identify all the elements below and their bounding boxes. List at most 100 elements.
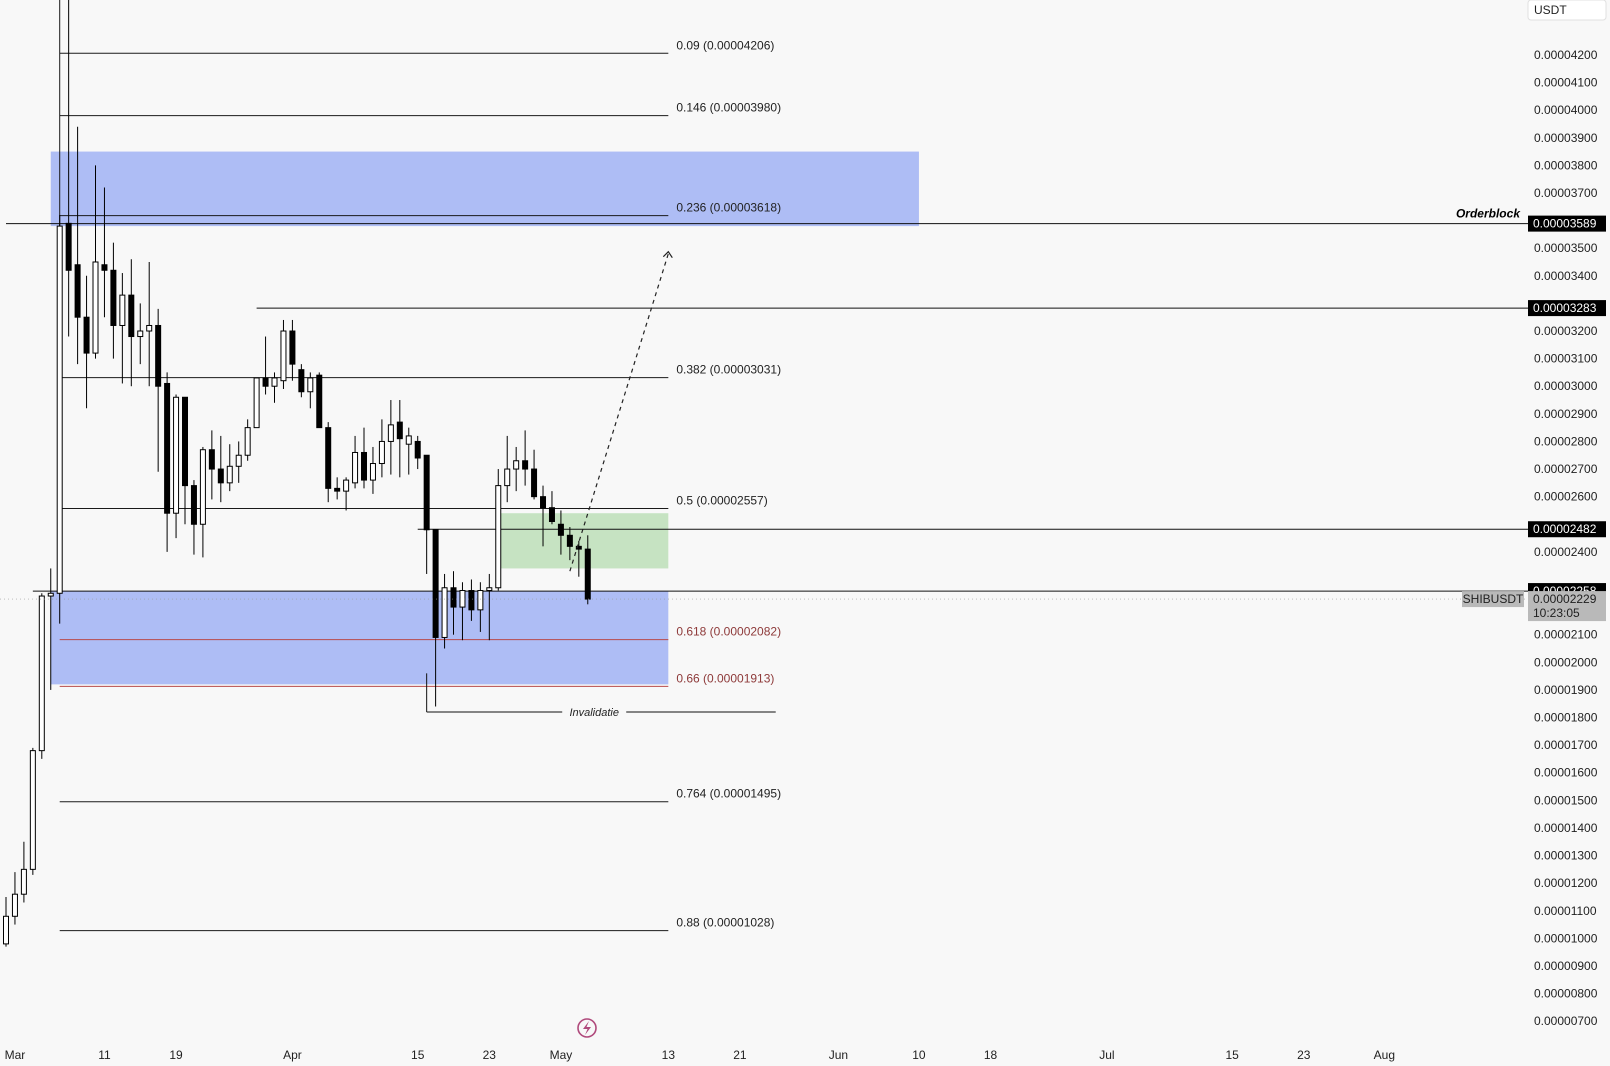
- price-tick-label: 0.00003400: [1534, 269, 1598, 283]
- candle-body: [3, 915, 9, 945]
- horizontal-lines: 0.00003589 Orderblock 0.00003283 0.00002482…: [6, 207, 1606, 600]
- candle-body: [92, 261, 99, 354]
- candle-body: [423, 454, 430, 531]
- fib-label: 0.382 (0.00003031): [676, 363, 781, 377]
- candle-body: [38, 595, 45, 752]
- price-tick-label: 0.00002900: [1534, 407, 1598, 421]
- price-tick-label: 0.00003700: [1534, 186, 1598, 200]
- symbol-badge: [1462, 591, 1524, 608]
- candle-body: [334, 487, 341, 492]
- date-tick-label: 15: [411, 1048, 425, 1062]
- candle-body: [369, 463, 376, 481]
- price-tick-label: 0.00001800: [1534, 711, 1598, 725]
- price-tick-label: 0.00003000: [1534, 379, 1598, 393]
- date-tick-label: 18: [984, 1048, 998, 1062]
- candle-body: [548, 507, 555, 522]
- price-tick-label: 0.00003500: [1534, 241, 1598, 255]
- price-badge: [1528, 300, 1606, 317]
- candle-body: [253, 377, 260, 429]
- candle-body: [56, 225, 63, 594]
- candle-body: [128, 294, 135, 338]
- date-tick-label: 23: [483, 1048, 497, 1062]
- green-zone-2: [498, 513, 669, 569]
- price-tick-label: 0.00002700: [1534, 462, 1598, 476]
- price-badge-label: 0.00002482: [1533, 522, 1597, 536]
- candle-body: [557, 523, 564, 536]
- price-badge: [1528, 215, 1606, 232]
- price-tick-label: 0.00004000: [1534, 103, 1598, 117]
- candle-body: [137, 330, 144, 338]
- annotations: Invalidatie: [426, 250, 776, 720]
- price-tick-label: 0.00001700: [1534, 738, 1598, 752]
- fib-label: 0.5 (0.00002557): [676, 494, 767, 508]
- candle-body: [486, 587, 493, 592]
- price-tick-label: 0.00000900: [1534, 959, 1598, 973]
- price-tick-label: 0.00002400: [1534, 545, 1598, 559]
- date-tick-label: Mar: [5, 1048, 26, 1062]
- candle-body: [540, 496, 547, 509]
- price-tick-label: 0.00002100: [1534, 628, 1598, 642]
- candle-body: [208, 449, 215, 470]
- price-tick-label: 0.00003100: [1534, 352, 1598, 366]
- candle-body: [307, 377, 314, 393]
- fib-label: 0.146 (0.00003980): [676, 101, 781, 115]
- current-price-badge: [1528, 591, 1606, 622]
- bolt-icon[interactable]: [577, 1018, 597, 1038]
- candle-body: [405, 435, 412, 445]
- candle-body: [575, 545, 582, 550]
- candle-body: [495, 485, 502, 589]
- date-tick-label: Jun: [829, 1048, 848, 1062]
- candle-body: [584, 548, 591, 600]
- fib-label: 0.09 (0.00004206): [676, 38, 774, 52]
- date-tick-label: 23: [1297, 1048, 1311, 1062]
- price-badge-label: 0.00003283: [1533, 301, 1597, 315]
- price-tick-label: 0.00001100: [1534, 904, 1597, 918]
- price-tick-label: 0.00001200: [1534, 876, 1598, 890]
- date-tick-label: 15: [1226, 1048, 1240, 1062]
- fib-label: 0.88 (0.00001028): [676, 916, 774, 930]
- fib-label: 0.66 (0.00001913): [676, 671, 774, 685]
- invalidation-label: Invalidatie: [569, 707, 619, 719]
- date-tick-label: 11: [98, 1048, 111, 1062]
- candle-body: [11, 893, 18, 917]
- candle-body: [280, 330, 287, 382]
- fib-label: 0.764 (0.00001495): [676, 787, 781, 801]
- candle-body: [146, 324, 153, 332]
- candle-body: [101, 264, 108, 271]
- candle-body: [531, 468, 538, 498]
- blue-zone-1: [50, 591, 669, 685]
- candle-body: [387, 424, 394, 442]
- candle-body: [504, 468, 511, 487]
- price-tick-label: 0.00002000: [1534, 655, 1598, 669]
- date-tick-label: 21: [733, 1048, 747, 1062]
- invalidation-label-bg: [562, 703, 627, 720]
- price-tick-label: 0.00001000: [1534, 931, 1598, 945]
- price-tick-label: 0.00001900: [1534, 683, 1598, 697]
- current-price-label: 0.00002229: [1533, 592, 1597, 606]
- candle-body: [244, 427, 251, 456]
- price-tick-label: 0.00001600: [1534, 766, 1598, 780]
- candle-body: [173, 396, 180, 514]
- candle-body: [65, 222, 72, 271]
- candle-body: [182, 396, 189, 487]
- candle-body: [110, 269, 117, 326]
- candle-body: [29, 750, 36, 870]
- price-tick-label: 0.00000800: [1534, 987, 1598, 1001]
- date-tick-label: Jul: [1099, 1048, 1114, 1062]
- currency-badge[interactable]: [1527, 0, 1607, 21]
- date-tick-label: May: [550, 1048, 573, 1062]
- candle-body: [271, 377, 278, 387]
- time-axis[interactable]: Mar 11 19 Apr 15 23 May 13 21 Jun 10 18 Jul 15 23 Aug: [5, 1048, 1395, 1062]
- price-tick-label: 0.00004200: [1534, 48, 1598, 62]
- candle-body: [289, 330, 296, 365]
- price-axis[interactable]: USDT 0.00004200 0.00004100 0.00004000 0.000…: [0, 0, 1607, 1028]
- blue-zone-0: [50, 151, 919, 227]
- price-tick-label: 0.00004100: [1534, 76, 1598, 90]
- candle-body: [513, 460, 520, 470]
- candle-body: [325, 427, 332, 489]
- candle-body: [414, 440, 421, 459]
- candle-body: [155, 324, 162, 387]
- date-tick-label: Apr: [283, 1048, 302, 1062]
- candle-body: [217, 468, 224, 484]
